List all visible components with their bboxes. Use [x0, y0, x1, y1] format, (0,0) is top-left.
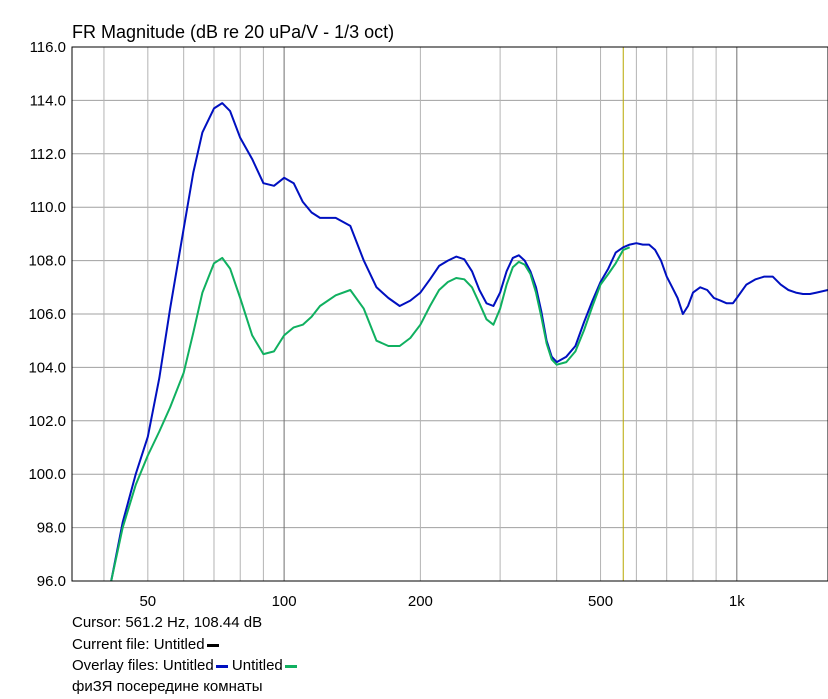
x-tick-label: 100	[272, 593, 297, 610]
overlay-file-2-label: Untitled	[231, 657, 283, 674]
y-tick-label: 96.0	[37, 573, 66, 590]
y-tick-label: 114.0	[30, 92, 66, 109]
plot-grid	[72, 46, 828, 582]
y-tick-label: 98.0	[37, 520, 66, 537]
y-tick-label: 110.0	[30, 199, 66, 216]
x-tick-label: 500	[588, 593, 613, 610]
series-line-1	[110, 102, 828, 581]
series-lines	[110, 102, 828, 581]
x-tick-label: 200	[408, 593, 433, 610]
current-file-row: Current file: Untitled	[72, 636, 219, 653]
overlay-files-label: Overlay files: Untitled	[72, 657, 214, 674]
note-text: фиЗЯ посередине комнаты	[72, 678, 263, 695]
y-tick-label: 104.0	[28, 359, 66, 376]
y-tick-label: 116.0	[30, 39, 66, 56]
y-tick-label: 106.0	[28, 306, 66, 323]
y-tick-labels: 96.0 98.0 100.0 102.0 104.0 106.0 108.0 110.0 11…	[28, 39, 66, 590]
y-tick-label: 112.0	[30, 146, 66, 163]
y-tick-label: 100.0	[28, 466, 66, 483]
cursor-readout: Cursor: 561.2 Hz, 108.44 dB	[72, 614, 263, 631]
current-file-label: Current file: Untitled	[72, 636, 205, 653]
overlay-swatch-2	[284, 664, 297, 668]
overlay-files-row: Overlay files: Untitled Untitled	[72, 657, 297, 674]
y-tick-label: 108.0	[28, 253, 66, 270]
x-tick-labels: 50 100 200 500 1k	[139, 593, 745, 610]
y-tick-label: 102.0	[28, 413, 66, 430]
series-line-2	[110, 246, 631, 581]
x-tick-label: 50	[139, 593, 156, 610]
x-tick-label: 1k	[729, 593, 745, 610]
chart-title: FR Magnitude (dB re 20 uPa/V - 1/3 oct)	[72, 22, 395, 42]
plot-frame	[71, 46, 828, 582]
overlay-swatch-1	[215, 664, 228, 668]
current-file-swatch	[206, 643, 219, 647]
